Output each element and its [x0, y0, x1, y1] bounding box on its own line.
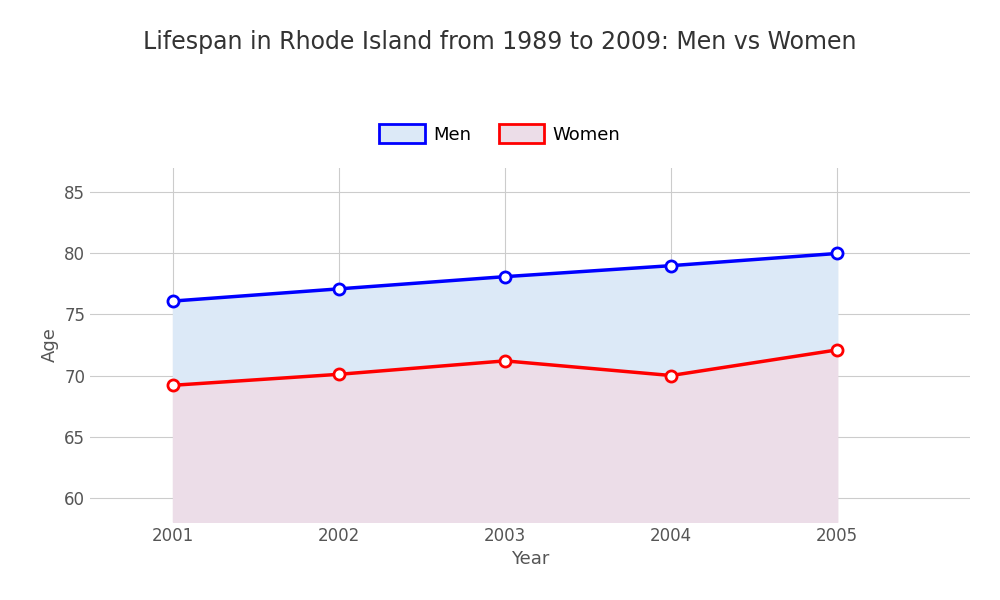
Y-axis label: Age: Age: [41, 328, 59, 362]
X-axis label: Year: Year: [511, 550, 549, 568]
Text: Lifespan in Rhode Island from 1989 to 2009: Men vs Women: Lifespan in Rhode Island from 1989 to 20…: [143, 30, 857, 54]
Legend: Men, Women: Men, Women: [372, 117, 628, 151]
